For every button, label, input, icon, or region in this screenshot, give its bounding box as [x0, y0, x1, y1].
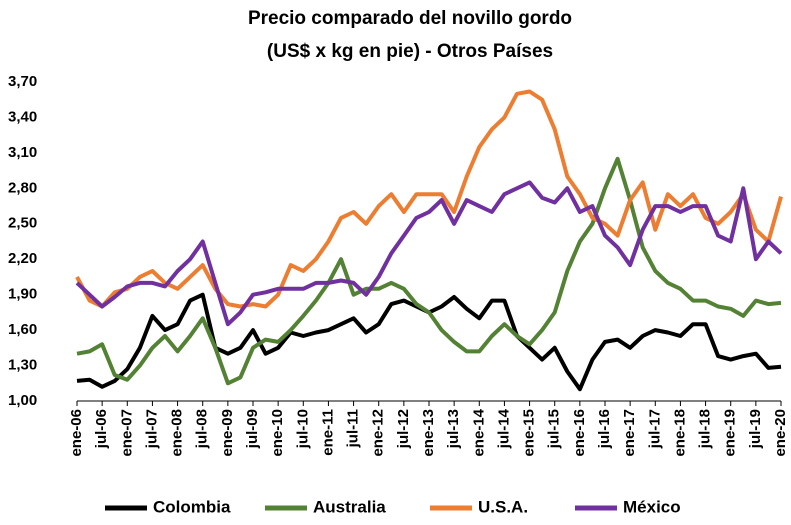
legend-label: Australia — [313, 497, 386, 516]
x-tick-label: jul-14 — [495, 408, 512, 449]
y-tick-label: 1,30 — [8, 357, 37, 374]
x-tick-label: ene-06 — [68, 409, 85, 457]
x-tick-label: ene-11 — [319, 409, 336, 456]
series-line — [76, 156, 782, 386]
chart-title: Precio comparado del novillo gordo — [248, 8, 572, 29]
x-tick-label: jul-10 — [294, 409, 311, 449]
chart-subtitle: (US$ x kg en pie) - Otros Países — [267, 41, 553, 62]
x-tick-label: jul-08 — [194, 409, 211, 449]
y-tick-label: 2,50 — [8, 215, 37, 232]
x-tick-label: ene-09 — [219, 409, 236, 457]
x-tick-label: ene-08 — [169, 409, 186, 457]
x-tick-label: jul-11 — [345, 409, 362, 448]
x-tick-label: ene-13 — [420, 409, 437, 457]
x-tick-label: jul-18 — [697, 409, 714, 449]
x-tick-label: jul-07 — [143, 409, 160, 449]
x-tick-label: jul-16 — [596, 409, 613, 449]
x-tick-label: ene-16 — [571, 409, 588, 457]
x-tick-label: ene-10 — [269, 409, 286, 457]
legend-label: U.S.A. — [478, 497, 528, 516]
x-tick-label: jul-12 — [395, 409, 412, 449]
series-line — [76, 292, 782, 392]
x-tick-label: jul-13 — [445, 409, 462, 449]
legend-label: Colombia — [153, 497, 231, 516]
x-tick-label: ene-17 — [621, 409, 638, 457]
series-line — [75, 89, 783, 309]
x-tick-label: jul-17 — [646, 409, 663, 449]
x-tick-label: ene-14 — [470, 408, 487, 456]
y-tick-label: 3,10 — [8, 144, 37, 161]
legend-label: México — [623, 497, 681, 516]
y-tick-label: 1,90 — [8, 286, 37, 303]
x-tick-label: ene-07 — [118, 409, 135, 457]
x-tick-label: ene-20 — [772, 409, 789, 457]
y-tick-label: 1,60 — [8, 321, 37, 338]
x-tick-label: jul-19 — [747, 409, 764, 449]
x-tick-label: ene-12 — [370, 409, 387, 457]
x-tick-label: jul-09 — [244, 409, 261, 449]
y-tick-label: 3,40 — [8, 108, 37, 125]
x-tick-label: ene-18 — [671, 409, 688, 457]
x-tick-label: ene-15 — [521, 409, 538, 457]
y-tick-label: 1,00 — [8, 392, 37, 409]
y-tick-label: 3,70 — [8, 73, 37, 90]
x-tick-label: jul-15 — [546, 409, 563, 449]
series-line — [75, 180, 783, 327]
x-tick-label: jul-06 — [93, 409, 110, 449]
y-tick-label: 2,20 — [8, 250, 37, 267]
x-tick-label: ene-19 — [722, 409, 739, 457]
y-tick-label: 2,80 — [8, 179, 37, 196]
